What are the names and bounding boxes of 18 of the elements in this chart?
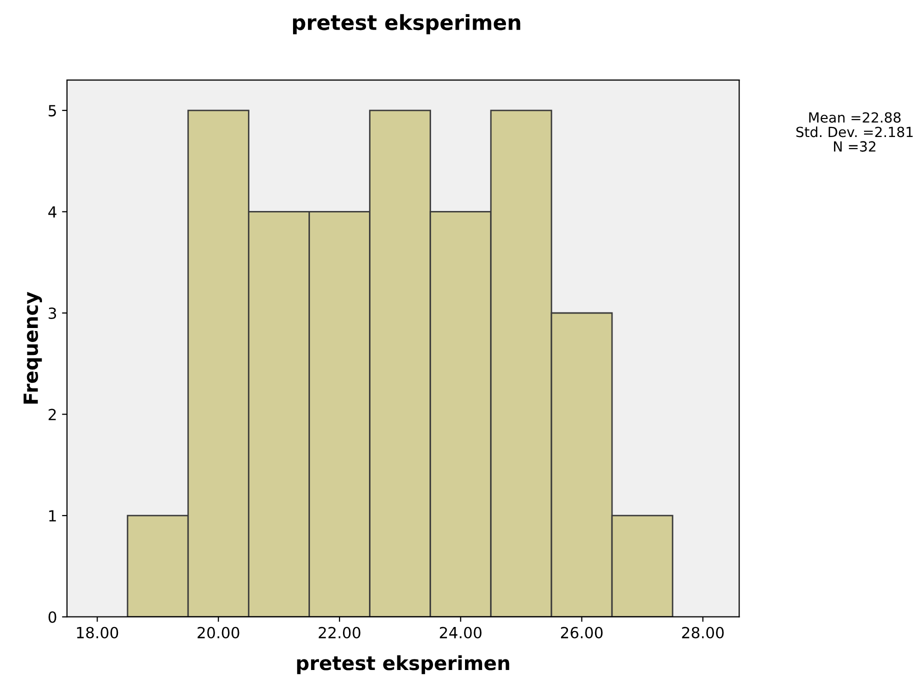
x-tick-label: 22.00 [318,626,360,638]
x-tick-label: 24.00 [440,626,482,638]
x-tick-label: 18.00 [77,626,118,638]
y-axis-title: Frequency [24,292,42,404]
y-tick-label: 4 [48,206,56,218]
chart-title: pretest eksperimen [293,14,520,34]
y-tick-label: 2 [48,408,56,420]
y-tick-label: 5 [48,105,56,116]
y-tick-label: 1 [49,510,56,522]
y-tick-label: 0 [48,611,56,623]
text: Std. Dev. =2.181 [796,126,913,138]
x-tick-label: 26.00 [560,626,603,638]
x-tick-label: 20.00 [198,626,240,638]
text: Mean =22.88 [809,112,901,123]
y-tick-label: 3 [48,307,56,320]
text: N =32 [834,141,876,152]
x-axis-title: pretest eksperimen [297,655,510,674]
x-tick-label: 28.00 [682,626,724,638]
